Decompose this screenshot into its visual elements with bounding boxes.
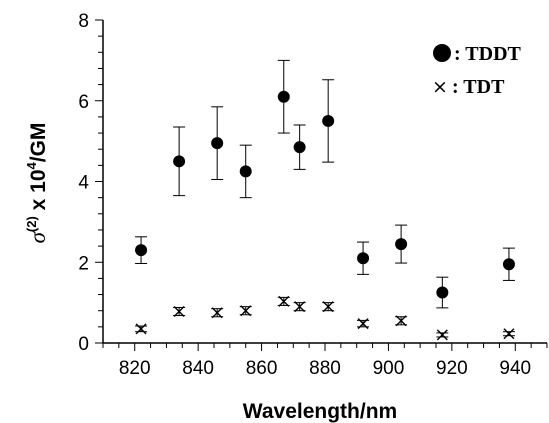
x-tick-label: 880 [309, 358, 341, 379]
tdt-point [322, 301, 335, 313]
x-tick-label: 920 [436, 358, 468, 379]
y-axis-label-unit: /GM [27, 123, 50, 163]
x-tick-label: 940 [499, 358, 531, 379]
tdt-point [173, 306, 186, 318]
circle-marker [502, 258, 515, 271]
tdt-point [502, 328, 515, 340]
y-tick-label: 8 [78, 11, 89, 32]
circle-marker [239, 165, 252, 178]
tdt-point [277, 295, 290, 307]
x-marker [395, 315, 407, 327]
tdt-point [357, 318, 370, 330]
x-marker [503, 328, 515, 340]
y-axis-label-sup: (2) [24, 216, 39, 232]
series-tdt [135, 295, 515, 341]
circle-marker [322, 114, 335, 127]
y-tick-label: 2 [78, 253, 89, 274]
circle-marker [436, 286, 449, 299]
tddt-point [211, 106, 224, 180]
series-tddt [135, 59, 515, 309]
y-tick-label: 6 [78, 92, 89, 113]
tddt-point [395, 224, 408, 264]
circle-marker [211, 137, 224, 150]
tdt-point [436, 329, 449, 341]
y-axis-label-symbol: σ [25, 230, 50, 243]
x-marker [135, 323, 147, 335]
x-marker [278, 295, 290, 307]
x-tick-label: 820 [119, 358, 151, 379]
y-axis-ticks: 0 2 4 6 8 [78, 11, 103, 355]
x-axis-ticks: 820 840 860 880 900 920 940 [102, 343, 548, 379]
y-axis-label-mid: x 10 [27, 169, 50, 216]
tdt-point [239, 305, 252, 317]
circle-marker [135, 244, 148, 257]
y-tick-label: 4 [78, 173, 89, 194]
legend-label-tdt: : TDT [452, 76, 505, 98]
tdt-point [211, 307, 224, 319]
x-marker [436, 329, 448, 341]
circle-marker [277, 90, 290, 103]
tdt-point [395, 315, 408, 327]
tdt-point [135, 323, 148, 335]
x-marker [211, 307, 223, 319]
x-tick-label: 860 [246, 358, 278, 379]
legend: : TDDT × : TDT [432, 43, 522, 98]
x-marker [357, 318, 369, 330]
tddt-point [357, 241, 370, 275]
x-marker [294, 301, 306, 313]
axes [102, 20, 547, 344]
circle-marker [293, 141, 306, 154]
tddt-point [135, 236, 148, 264]
x-axis-label: Wavelength/nm [243, 400, 397, 423]
tddt-point [173, 126, 186, 197]
x-marker [240, 305, 252, 317]
tddt-point [436, 276, 449, 309]
tddt-point [239, 144, 252, 199]
x-marker [322, 301, 334, 313]
circle-marker [395, 238, 408, 251]
circle-marker [173, 155, 186, 168]
x-marker [173, 306, 185, 318]
legend-marker-tdt: × [432, 76, 448, 98]
legend-marker-tddt [433, 44, 451, 62]
tddt-point [322, 79, 335, 163]
tddt-point [502, 247, 515, 281]
circle-marker [357, 252, 370, 265]
x-tick-label: 900 [373, 358, 405, 379]
y-axis-label: σ(2) x 104/GM [24, 123, 50, 244]
tddt-point [293, 124, 306, 170]
y-axis-label-sup2: 4 [24, 161, 39, 169]
tdt-point [293, 301, 306, 313]
tddt-point [277, 59, 290, 134]
y-tick-label: 0 [78, 334, 89, 355]
x-tick-label: 840 [182, 358, 214, 379]
legend-label-tddt: : TDDT [454, 43, 522, 65]
data-series [135, 59, 515, 341]
